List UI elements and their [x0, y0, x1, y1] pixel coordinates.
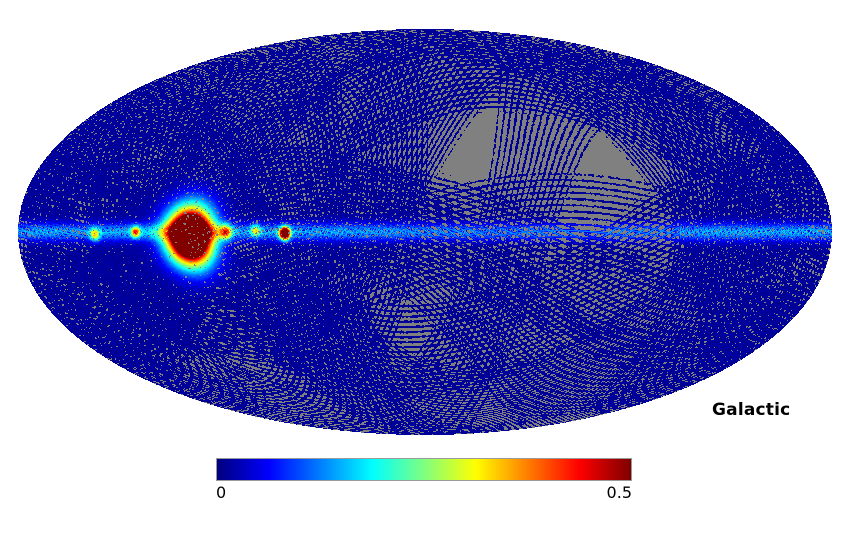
- colorbar-gradient: [216, 458, 632, 481]
- colorbar-min-label: 0: [216, 483, 227, 502]
- colorbar-max-label: 0.5: [606, 483, 632, 502]
- coordinate-system-label: Galactic: [712, 400, 791, 420]
- colorbar: 0 0.5: [216, 458, 634, 502]
